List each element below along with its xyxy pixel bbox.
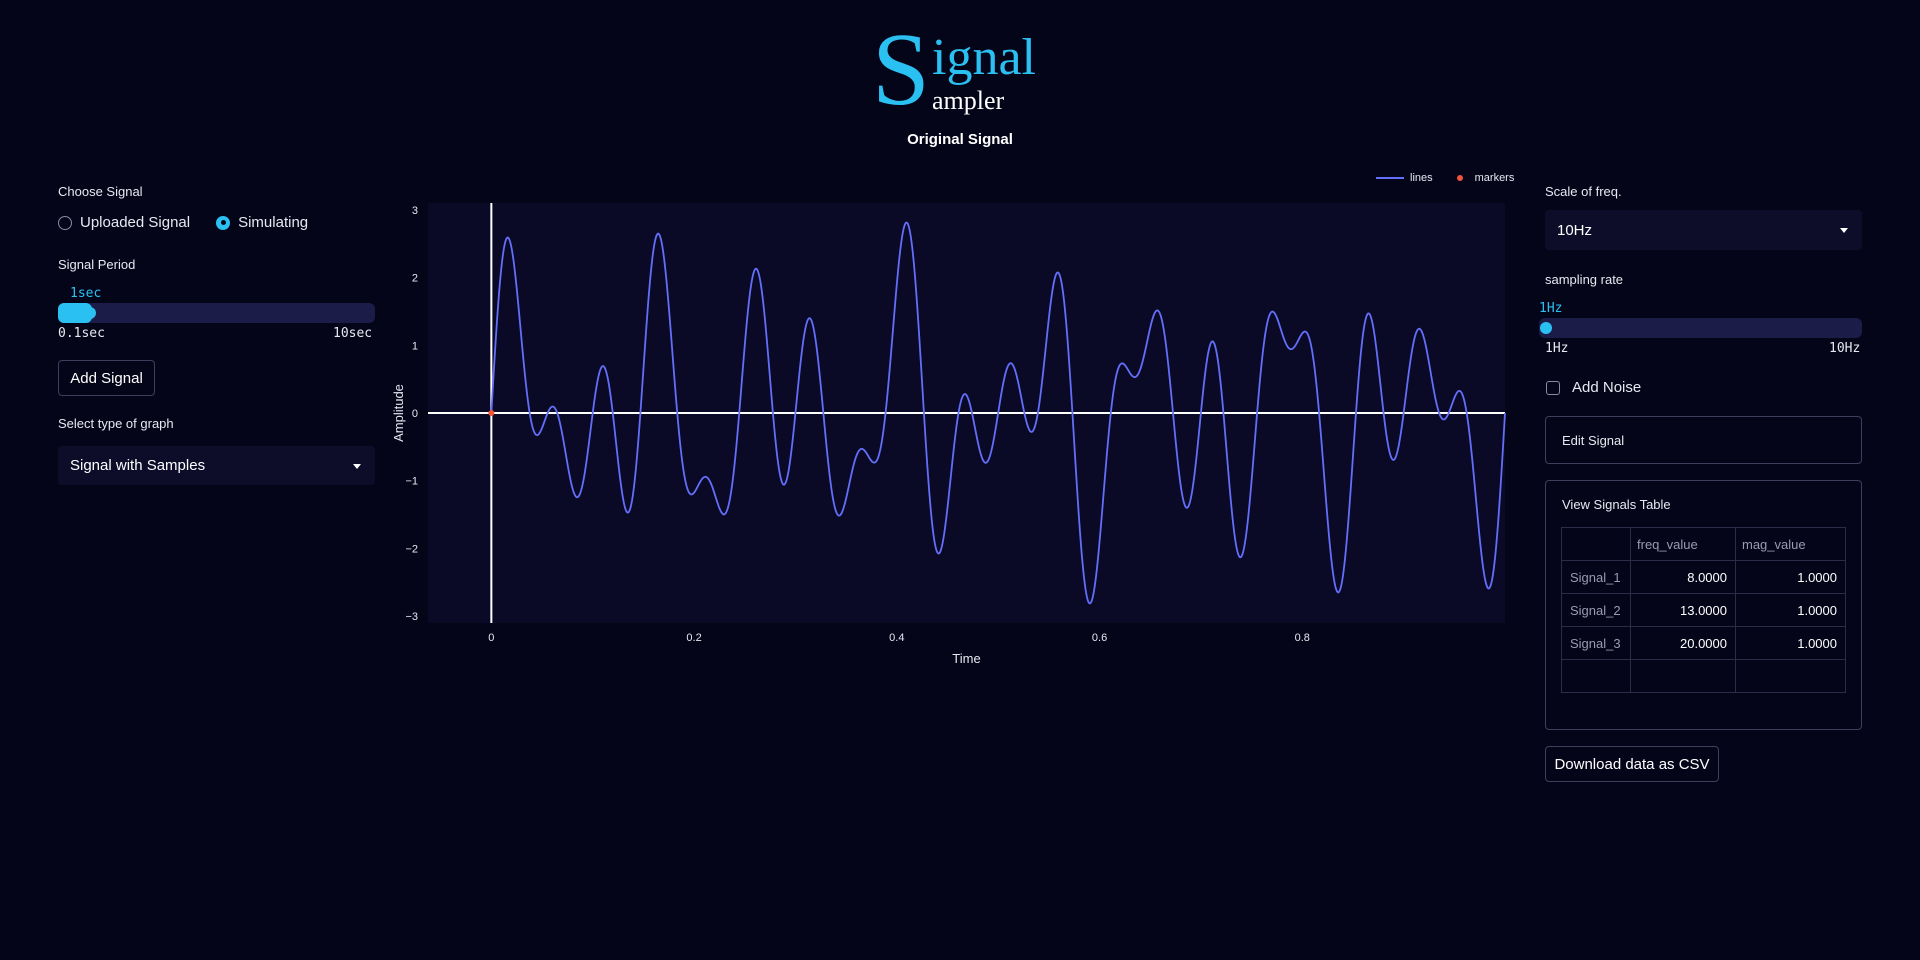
- y-tick-label: 3: [412, 205, 418, 217]
- table-cell-mag: 1.0000: [1735, 626, 1846, 660]
- signal-period-slider[interactable]: [58, 303, 375, 323]
- table-cell-freq: 20.0000: [1630, 626, 1736, 660]
- graph-type-select[interactable]: Signal with Samples: [58, 446, 375, 485]
- app-logo: S ignal ampler: [872, 18, 1052, 124]
- table-cell-name: Signal_1: [1561, 560, 1631, 594]
- sampling-rate-value: 1Hz: [1539, 301, 1563, 316]
- chart-legend: lines markers: [1376, 172, 1514, 184]
- sampling-rate-max: 10Hz: [1829, 341, 1861, 356]
- radio-simulating[interactable]: Simulating: [216, 214, 308, 231]
- y-axis-title: Amplitude: [391, 384, 406, 442]
- table-cell-freq: 8.0000: [1630, 560, 1736, 594]
- download-csv-button[interactable]: Download data as CSV: [1545, 746, 1719, 782]
- table-header-freq[interactable]: freq_value: [1630, 527, 1736, 561]
- sample-markers: [488, 410, 495, 416]
- page-title: Original Signal: [907, 131, 1013, 148]
- table-cell-empty: [1561, 659, 1631, 693]
- y-tick-label: −3: [405, 611, 418, 623]
- radio-uploaded-label[interactable]: Uploaded Signal: [80, 214, 191, 231]
- add-noise-label[interactable]: Add Noise: [1572, 379, 1642, 396]
- add-signal-button[interactable]: Add Signal: [58, 360, 155, 396]
- table-cell-empty: [1735, 659, 1846, 693]
- signals-table: freq_value mag_value Signal_1 8.0000 1.0…: [1561, 527, 1846, 693]
- scale-freq-label: Scale of freq.: [1545, 184, 1622, 199]
- signal-period-value: 1sec: [70, 286, 102, 301]
- legend-marker-swatch[interactable]: [1456, 175, 1463, 181]
- legend-line-swatch[interactable]: [1376, 177, 1404, 179]
- y-tick-label: 2: [412, 273, 418, 285]
- table-cell-mag: 1.0000: [1735, 593, 1846, 627]
- scale-freq-value: 10Hz: [1557, 221, 1593, 239]
- add-noise-checkbox[interactable]: [1546, 381, 1560, 395]
- graph-type-value: Signal with Samples: [70, 457, 206, 474]
- chevron-down-icon: [1840, 228, 1848, 233]
- radio-uploaded-circle[interactable]: [58, 215, 72, 230]
- signal-period-label: Signal Period: [58, 257, 136, 272]
- radio-simulating-circle[interactable]: [216, 215, 231, 230]
- signal-source-radio-group: Uploaded Signal Simulating: [58, 214, 334, 231]
- axis-ticks: 0 0.2 0.4 0.6 0.8 −3 −2 −1 0 1 2 3: [405, 205, 1309, 644]
- legend-lines-label[interactable]: lines: [1410, 172, 1433, 184]
- table-row: Signal_1 8.0000 1.0000: [1561, 560, 1846, 594]
- sampling-rate-slider[interactable]: [1539, 318, 1862, 338]
- table-header-row: freq_value mag_value: [1561, 527, 1846, 561]
- table-cell-name: Signal_2: [1561, 593, 1631, 627]
- x-tick-label: 0: [488, 632, 494, 644]
- table-cell-freq: 13.0000: [1630, 593, 1736, 627]
- edit-signal-label[interactable]: Edit Signal: [1562, 433, 1625, 448]
- legend-markers-label[interactable]: markers: [1474, 172, 1515, 184]
- signals-table-expander: View Signals Table: [1545, 480, 1862, 730]
- table-row: Signal_3 20.0000 1.0000: [1561, 626, 1846, 660]
- table-header-index: [1561, 527, 1631, 561]
- x-tick-label: 0.6: [1092, 632, 1107, 644]
- signal-chart[interactable]: 0 0.2 0.4 0.6 0.8 −3 −2 −1 0 1 2 3 Time Amplitude: [380, 170, 1530, 670]
- y-tick-label: 1: [412, 340, 418, 352]
- table-header-mag[interactable]: mag_value: [1735, 527, 1846, 561]
- signals-table-title[interactable]: View Signals Table: [1562, 497, 1671, 512]
- table-cell-name: Signal_3: [1561, 626, 1631, 660]
- graph-type-label: Select type of graph: [58, 416, 174, 431]
- edit-signal-expander[interactable]: Edit Signal: [1545, 416, 1862, 464]
- signal-period-max: 10sec: [333, 326, 373, 341]
- x-tick-label: 0.8: [1295, 632, 1310, 644]
- table-cell-empty: [1630, 659, 1736, 693]
- y-tick-label: −2: [405, 543, 418, 555]
- logo-line1: ignal: [932, 29, 1036, 86]
- logo-line2: ampler: [932, 86, 1005, 115]
- radio-simulating-label[interactable]: Simulating: [238, 214, 309, 231]
- y-tick-label: −1: [405, 476, 418, 488]
- table-cell-mag: 1.0000: [1735, 560, 1846, 594]
- chevron-down-icon: [353, 463, 361, 469]
- sample-marker: [488, 410, 495, 416]
- radio-uploaded-signal[interactable]: Uploaded Signal: [58, 214, 190, 231]
- choose-signal-label: Choose Signal: [58, 184, 143, 199]
- x-tick-label: 0.2: [686, 632, 701, 644]
- x-axis-title: Time: [952, 651, 980, 666]
- sampling-rate-label: sampling rate: [1545, 272, 1624, 287]
- table-empty-row: [1561, 659, 1846, 693]
- x-tick-label: 0.4: [889, 632, 904, 644]
- sampling-rate-handle[interactable]: [1540, 322, 1552, 334]
- table-row: Signal_2 13.0000 1.0000: [1561, 593, 1846, 627]
- signal-period-min: 0.1sec: [58, 326, 105, 341]
- logo-big-letter: S: [872, 12, 930, 127]
- signal-period-handle[interactable]: [84, 307, 96, 319]
- sampling-rate-min: 1Hz: [1545, 341, 1569, 356]
- y-tick-label: 0: [412, 408, 418, 420]
- signal-period-fill: [58, 303, 92, 323]
- signal-line: [490, 221, 1506, 605]
- scale-freq-select[interactable]: 10Hz: [1545, 210, 1862, 250]
